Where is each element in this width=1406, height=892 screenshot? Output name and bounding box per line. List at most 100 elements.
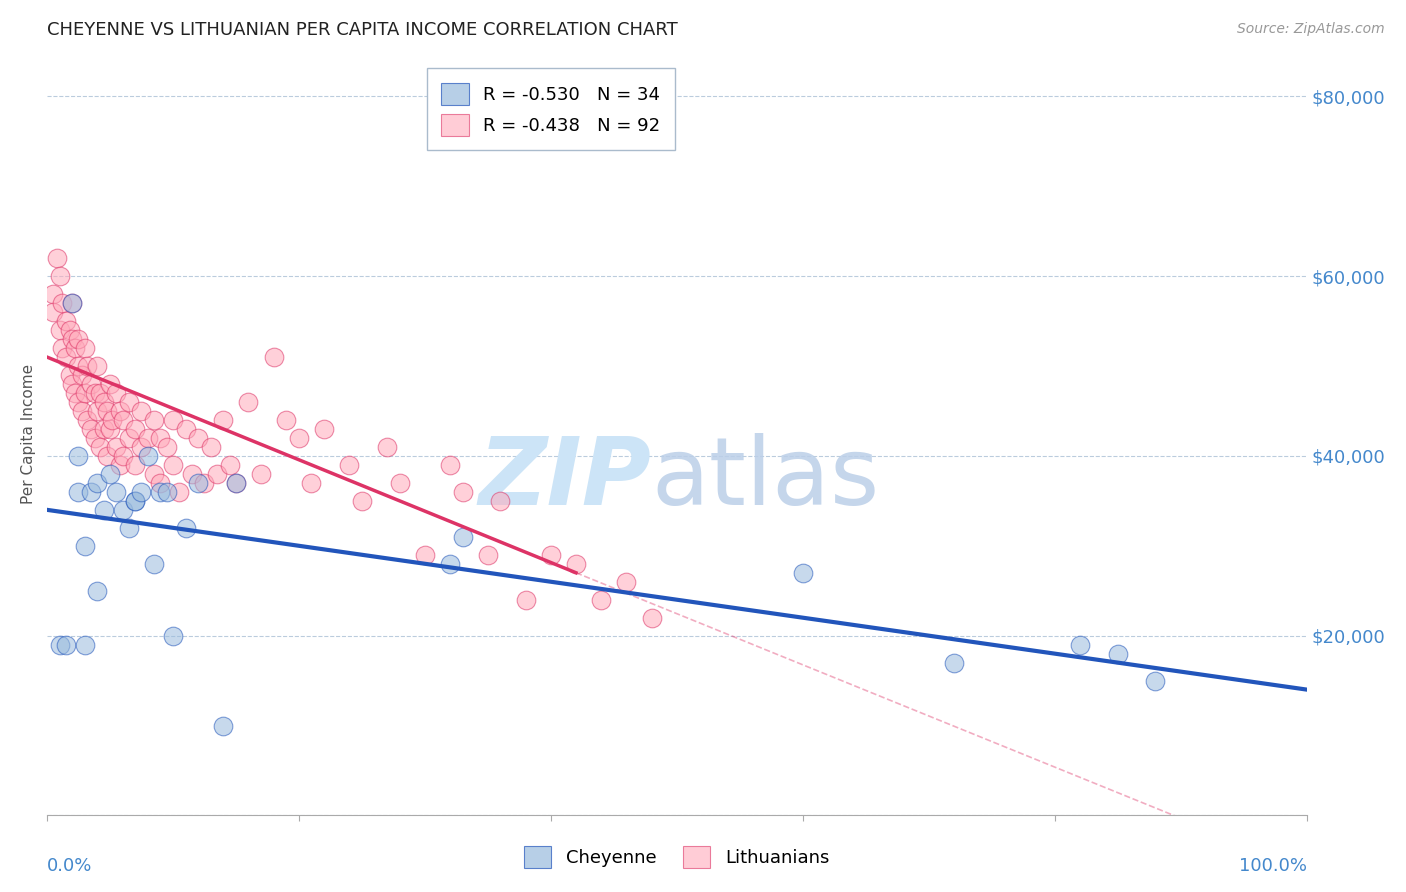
Point xyxy=(124,493,146,508)
Point xyxy=(124,493,146,508)
Point xyxy=(111,449,134,463)
Point xyxy=(439,458,461,472)
Point xyxy=(51,296,73,310)
Point xyxy=(337,458,360,472)
Point xyxy=(276,413,298,427)
Point xyxy=(375,440,398,454)
Point xyxy=(413,548,436,562)
Point xyxy=(67,332,90,346)
Point xyxy=(162,629,184,643)
Point xyxy=(388,475,411,490)
Point xyxy=(67,359,90,373)
Point xyxy=(63,341,86,355)
Point xyxy=(60,296,83,310)
Point xyxy=(149,475,172,490)
Point xyxy=(218,458,240,472)
Point xyxy=(86,359,108,373)
Point xyxy=(250,467,273,481)
Point xyxy=(73,638,96,652)
Point xyxy=(108,458,131,472)
Point xyxy=(212,718,235,732)
Point xyxy=(155,484,177,499)
Point xyxy=(143,467,166,481)
Point xyxy=(238,395,260,409)
Point xyxy=(193,475,215,490)
Point xyxy=(1107,647,1129,661)
Point xyxy=(86,404,108,418)
Point xyxy=(312,422,335,436)
Point xyxy=(350,493,373,508)
Point xyxy=(60,296,83,310)
Text: 0.0%: 0.0% xyxy=(46,857,93,875)
Point xyxy=(93,422,115,436)
Point xyxy=(93,395,115,409)
Point xyxy=(96,404,118,418)
Point xyxy=(180,467,202,481)
Point xyxy=(1144,673,1167,688)
Point xyxy=(591,592,613,607)
Point xyxy=(70,368,93,382)
Point xyxy=(48,323,70,337)
Point xyxy=(942,656,965,670)
Point xyxy=(111,413,134,427)
Text: Source: ZipAtlas.com: Source: ZipAtlas.com xyxy=(1237,22,1385,37)
Point xyxy=(83,386,105,401)
Point xyxy=(105,440,128,454)
Point xyxy=(93,503,115,517)
Point xyxy=(174,521,197,535)
Point xyxy=(80,484,103,499)
Point xyxy=(111,503,134,517)
Point xyxy=(42,305,65,319)
Point xyxy=(187,475,209,490)
Point xyxy=(131,404,153,418)
Text: 100.0%: 100.0% xyxy=(1239,857,1306,875)
Point xyxy=(149,431,172,445)
Point xyxy=(792,566,814,580)
Text: atlas: atlas xyxy=(651,434,880,525)
Point xyxy=(80,422,103,436)
Point xyxy=(288,431,311,445)
Point xyxy=(489,493,512,508)
Point xyxy=(59,323,82,337)
Point xyxy=(1069,638,1091,652)
Point xyxy=(67,449,90,463)
Point xyxy=(105,386,128,401)
Point xyxy=(55,350,77,364)
Point xyxy=(439,557,461,571)
Point xyxy=(51,341,73,355)
Point xyxy=(212,413,235,427)
Point xyxy=(124,458,146,472)
Point xyxy=(83,431,105,445)
Point xyxy=(225,475,247,490)
Point xyxy=(73,386,96,401)
Point xyxy=(76,359,98,373)
Point xyxy=(143,413,166,427)
Point xyxy=(149,484,172,499)
Point xyxy=(143,557,166,571)
Point xyxy=(89,386,111,401)
Point xyxy=(162,458,184,472)
Point xyxy=(515,592,537,607)
Point xyxy=(86,475,108,490)
Point xyxy=(73,539,96,553)
Point xyxy=(76,413,98,427)
Point xyxy=(86,583,108,598)
Point xyxy=(225,475,247,490)
Point xyxy=(205,467,228,481)
Point xyxy=(477,548,499,562)
Point xyxy=(98,422,121,436)
Text: CHEYENNE VS LITHUANIAN PER CAPITA INCOME CORRELATION CHART: CHEYENNE VS LITHUANIAN PER CAPITA INCOME… xyxy=(46,21,678,39)
Point xyxy=(565,557,588,571)
Point xyxy=(98,377,121,392)
Point xyxy=(118,521,141,535)
Point xyxy=(187,431,209,445)
Point xyxy=(108,404,131,418)
Point xyxy=(89,440,111,454)
Point xyxy=(59,368,82,382)
Point xyxy=(136,449,159,463)
Point xyxy=(60,377,83,392)
Point xyxy=(101,413,124,427)
Point xyxy=(60,332,83,346)
Point xyxy=(162,413,184,427)
Point xyxy=(98,467,121,481)
